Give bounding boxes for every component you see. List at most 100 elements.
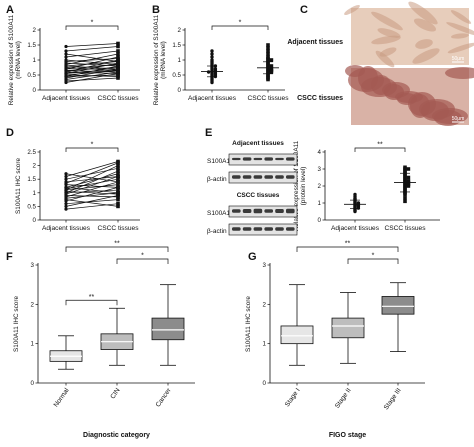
tissue-texture: [375, 50, 395, 68]
y-tick-label: 1.5: [172, 42, 181, 49]
blot-band: [242, 209, 252, 213]
paired-line: [65, 61, 119, 67]
significance-bracket: [211, 25, 269, 30]
data-point: [116, 188, 120, 192]
x-tick-label: CSCC tissues: [97, 95, 139, 102]
paired-line: [65, 167, 119, 180]
y-tick-label: 4: [318, 149, 322, 156]
tissue-texture: [415, 39, 433, 49]
significance-bracket: [65, 299, 118, 306]
y-tick-label: 2: [263, 301, 267, 308]
tissue-texture: [371, 35, 401, 45]
data-point: [116, 67, 120, 71]
y-axis-label-line: Relative expression of S100A11: [293, 140, 300, 231]
y-axis-label-line: (mRNA level): [15, 41, 22, 79]
blot-band: [253, 175, 263, 179]
blot-band: [242, 175, 252, 179]
blot-band: [275, 157, 284, 161]
y-tick-label: 1: [178, 57, 182, 64]
data-point: [210, 55, 214, 59]
panel-c-ihc: Adjacent tissues CSCC tissues 50μm 50μm: [287, 1, 474, 126]
y-tick-label: 0: [263, 380, 267, 387]
data-point: [116, 74, 120, 79]
paired-line: [65, 173, 119, 183]
paired-line: [65, 65, 119, 70]
significance-label: **: [345, 241, 351, 248]
y-tick-label: 2: [31, 301, 35, 308]
y-tick-label: 1: [33, 190, 37, 197]
blot-strip: [228, 205, 298, 218]
y-tick-label: 0: [33, 87, 37, 94]
data-point: [64, 177, 68, 181]
tissue-texture: [447, 42, 474, 54]
panel-e-chart: 0 1 2 3 4 Relative expression of S100A11(prot…: [293, 140, 440, 232]
data-point: [266, 49, 270, 53]
data-point: [116, 180, 120, 184]
x-axis-label: FIGO stage: [329, 432, 366, 439]
paired-line: [65, 181, 119, 198]
blot-strip: [228, 171, 298, 184]
blot-row-label: S100A11: [207, 158, 234, 165]
significance-label: **: [89, 294, 95, 301]
x-tick-label: CSCC tissues: [247, 95, 289, 102]
data-point: [116, 182, 120, 187]
paired-line: [65, 43, 119, 47]
paired-line: [65, 162, 119, 184]
data-point: [116, 44, 120, 49]
box: [280, 325, 314, 345]
blot-band: [286, 227, 295, 231]
paired-line: [65, 59, 119, 65]
y-axis-label: Relative expression of S100A11(mRNA leve…: [153, 14, 167, 105]
x-tick-label: Adjacent tissues: [188, 95, 237, 102]
data-point: [210, 52, 214, 56]
data-point: [116, 177, 120, 181]
paired-line: [65, 187, 119, 202]
y-tick-label: 0: [33, 217, 37, 224]
y-tick-label: 1: [31, 341, 35, 348]
data-point: [64, 180, 68, 184]
data-point: [116, 49, 120, 53]
panel-letter-b: B: [152, 4, 160, 16]
data-point: [269, 64, 274, 68]
tissue-texture: [377, 28, 401, 38]
paired-line: [65, 199, 119, 207]
y-tick-label: 2: [178, 27, 182, 34]
blot-band: [232, 157, 241, 161]
paired-line: [65, 71, 119, 74]
paired-line: [65, 176, 119, 195]
data-point: [116, 197, 120, 202]
blot-band: [286, 208, 295, 214]
x-tick-label: CSCC tissues: [97, 225, 139, 232]
data-point: [406, 167, 411, 171]
data-point: [210, 49, 214, 53]
significance-label: *: [91, 142, 94, 149]
y-axis-label: S100A11 IHC score: [245, 296, 252, 352]
data-point: [64, 49, 68, 53]
data-point: [64, 44, 68, 49]
blot-band: [286, 175, 295, 179]
y-tick-label: 2.5: [27, 149, 36, 156]
data-point: [64, 52, 68, 56]
data-point: [406, 175, 411, 180]
paired-line: [65, 67, 119, 71]
significance-bracket: [116, 258, 169, 264]
data-point: [64, 172, 68, 176]
panel-letter-c: C: [300, 4, 308, 16]
paired-line: [65, 184, 119, 188]
data-point: [210, 58, 214, 62]
blot-band: [264, 157, 273, 161]
significance-label: *: [91, 20, 94, 27]
blot-band: [275, 175, 284, 179]
data-point: [403, 199, 407, 204]
paired-line: [65, 50, 119, 58]
y-tick-label: 3: [318, 166, 322, 173]
blot-row-label: β-actin: [207, 176, 227, 183]
panel-letter-f: F: [6, 251, 13, 263]
ihc-image-adjacent: [351, 8, 469, 65]
x-tick-label: Stage I: [284, 387, 302, 408]
x-tick-label: CIN: [109, 387, 121, 401]
data-point: [116, 169, 120, 173]
panel-letter-g: G: [248, 251, 257, 263]
ihc-label-adjacent: Adjacent tissues: [287, 39, 343, 46]
